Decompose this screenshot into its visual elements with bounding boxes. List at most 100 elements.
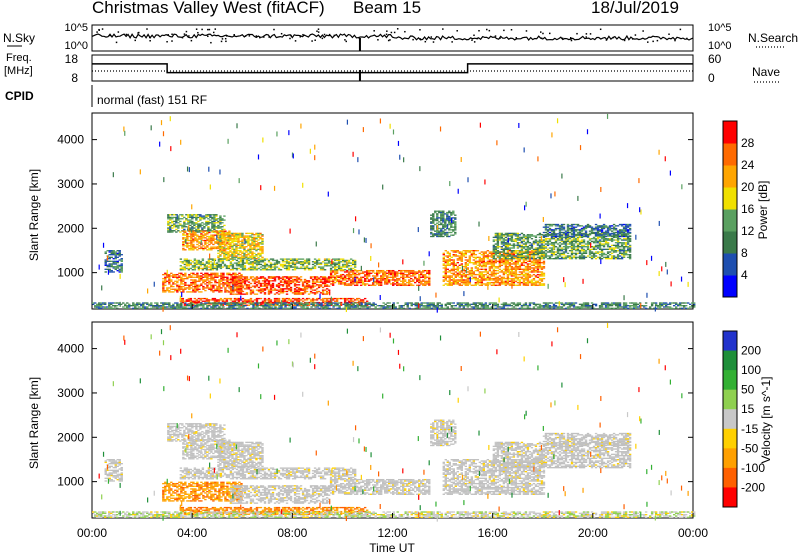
power-cell	[430, 303, 433, 306]
power-cell	[122, 302, 125, 304]
power-cell	[650, 303, 654, 306]
power-cell	[216, 273, 219, 276]
power-cell	[484, 302, 488, 304]
power-cell	[162, 288, 165, 290]
power-cell	[204, 237, 207, 239]
power-cell	[351, 277, 355, 280]
power-cell	[468, 259, 472, 261]
power-cell	[234, 303, 237, 306]
nsky-dot	[642, 30, 644, 32]
power-cell	[219, 297, 223, 300]
power-cell	[333, 300, 337, 302]
power-cell	[183, 258, 187, 260]
power-cell	[379, 275, 383, 277]
power-cell	[514, 258, 518, 260]
power-cell	[287, 278, 291, 281]
power-cell	[200, 233, 203, 235]
power-cell	[243, 258, 246, 260]
power-cell	[189, 227, 192, 229]
power-cell	[534, 303, 538, 306]
power-cell	[281, 304, 285, 306]
power-cell	[237, 301, 241, 304]
power-cell	[290, 303, 293, 306]
power-cell	[576, 307, 580, 309]
power-cell	[253, 246, 256, 248]
power-cell	[301, 258, 305, 260]
power-cell	[320, 305, 323, 307]
power-cell	[291, 281, 295, 283]
power-cell	[208, 239, 211, 242]
power-cell	[181, 267, 185, 270]
power-cell	[224, 279, 227, 281]
power-cell	[456, 280, 460, 282]
power-cell	[261, 288, 265, 290]
power-cell	[486, 250, 490, 252]
power-cell	[239, 259, 243, 262]
power-cell	[206, 239, 209, 242]
power-cell	[245, 277, 249, 279]
power-cell	[351, 297, 355, 300]
power-cell	[492, 302, 496, 304]
power-cell	[184, 272, 187, 274]
power-cell	[228, 306, 231, 308]
power-cell	[211, 262, 215, 264]
nsky-dot	[612, 36, 615, 39]
power-cell	[191, 300, 195, 302]
power-cell	[245, 242, 248, 244]
power-cell	[470, 261, 474, 264]
power-cell	[110, 307, 113, 309]
power-cell	[492, 254, 496, 256]
power-cell	[179, 258, 183, 260]
power-cell	[231, 266, 235, 268]
power-cell	[273, 288, 277, 290]
power-cell	[562, 303, 566, 306]
power-cell	[526, 306, 530, 308]
power-cell	[199, 297, 203, 300]
power-cell	[208, 283, 211, 285]
power-cell	[540, 267, 544, 269]
power-cell	[385, 283, 389, 285]
power-cell	[536, 280, 540, 282]
power-cell	[464, 271, 468, 273]
power-cell	[472, 276, 476, 278]
power-cell	[170, 306, 173, 308]
power-cell	[249, 269, 253, 271]
power-cell	[253, 293, 257, 295]
power-cell	[255, 234, 258, 236]
power-cell	[214, 231, 217, 234]
power-cell	[343, 261, 347, 263]
power-cell	[194, 273, 197, 276]
power-cell	[269, 301, 273, 304]
power-cell	[664, 305, 668, 307]
power-cell	[342, 303, 345, 306]
power-cell	[305, 288, 309, 290]
power-cell	[470, 275, 474, 277]
power-cell	[195, 218, 198, 220]
power-cell	[498, 277, 502, 280]
power-cell	[186, 237, 189, 239]
power-cell	[586, 302, 590, 304]
power-cell	[474, 284, 478, 286]
power-cell	[347, 277, 351, 280]
power-cell	[456, 307, 460, 309]
nsky-dot	[220, 40, 223, 43]
power-cell	[241, 262, 245, 264]
power-cell	[363, 297, 367, 300]
power-cell	[402, 307, 405, 309]
power-cell	[526, 284, 530, 286]
power-cell	[414, 271, 417, 273]
power-cell	[522, 303, 526, 306]
power-cell	[259, 250, 262, 252]
power-cell	[176, 305, 179, 307]
power-cell	[209, 269, 213, 271]
power-cell	[476, 260, 480, 262]
power-cell	[190, 276, 193, 278]
power-cell	[452, 263, 456, 265]
power-cell	[448, 303, 451, 306]
power-cell	[210, 289, 213, 292]
power-cell	[229, 299, 233, 301]
power-cell	[275, 276, 279, 278]
power-cell	[291, 259, 295, 262]
power-cell	[502, 302, 506, 304]
power-cell	[616, 305, 620, 307]
